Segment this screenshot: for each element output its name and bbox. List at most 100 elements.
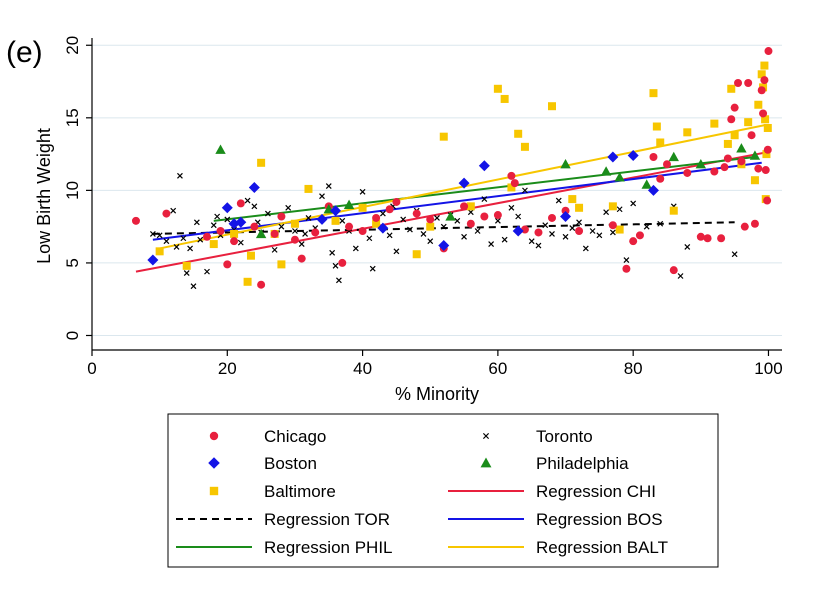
baltimore-point <box>507 183 516 192</box>
baltimore-point <box>568 195 577 204</box>
toronto-point <box>386 232 393 239</box>
baltimore-point <box>277 260 286 269</box>
chicago-point <box>250 222 259 231</box>
x-tick-label: 20 <box>218 359 237 378</box>
toronto-point <box>555 197 562 204</box>
baltimore-point <box>575 203 584 212</box>
toronto-point <box>264 210 271 217</box>
toronto-point <box>329 249 336 256</box>
baltimore-point <box>669 206 678 215</box>
baltimore-point <box>290 219 299 228</box>
toronto-point <box>603 209 610 216</box>
toronto-point <box>352 245 359 252</box>
x-tick-label: 80 <box>624 359 643 378</box>
toronto-point <box>177 172 183 179</box>
legend-box <box>167 413 719 568</box>
data-points <box>131 47 773 290</box>
chicago-point <box>622 264 631 273</box>
baltimore-point <box>155 247 164 256</box>
legend-chicago-label: Chicago <box>264 427 326 446</box>
y-tick-label: 5 <box>63 258 82 267</box>
chicago-point <box>460 202 469 211</box>
boston-point <box>647 184 659 196</box>
toronto-point <box>481 196 488 203</box>
toronto-point <box>149 230 156 237</box>
legend-regression-bos-label: Regression BOS <box>536 510 663 529</box>
chicago-point <box>561 206 570 215</box>
toronto-point <box>657 220 664 227</box>
toronto-point <box>542 222 549 229</box>
legend-baltimore-label: Baltimore <box>264 482 336 501</box>
chicago-point <box>734 78 743 87</box>
toronto-point <box>379 210 386 217</box>
x-tick-label: 40 <box>353 359 372 378</box>
philadelphia-point <box>255 228 267 239</box>
chicago-point <box>760 76 769 85</box>
toronto-point <box>251 203 258 210</box>
boston-point <box>607 151 619 163</box>
philadelphia-point <box>445 211 456 221</box>
toronto-point <box>292 228 298 234</box>
toronto-point <box>434 215 440 221</box>
boston-point <box>438 240 450 252</box>
chicago-point <box>764 47 773 56</box>
chicago-point <box>412 209 421 218</box>
chicago-point <box>358 227 367 236</box>
chicago-point <box>754 164 763 173</box>
chicago-point <box>649 152 658 161</box>
chicago-point <box>730 103 739 112</box>
toronto-point <box>576 219 582 226</box>
baltimore-point <box>257 158 266 167</box>
toronto-point <box>569 225 576 232</box>
baltimore-point <box>727 84 736 93</box>
grid <box>92 44 782 336</box>
baltimore-point <box>750 176 759 185</box>
chicago-point <box>717 234 726 243</box>
chicago-point <box>629 237 638 246</box>
chicago-point <box>236 199 245 208</box>
legend-regression-tor-label: Regression TOR <box>264 510 390 529</box>
toronto-point <box>582 245 589 252</box>
baltimore-point <box>372 219 381 228</box>
toronto-point <box>494 217 501 224</box>
baltimore-point <box>520 142 529 151</box>
baltimore-point <box>730 131 739 140</box>
legend-philadelphia-symbol <box>480 457 492 468</box>
toronto-point <box>508 204 515 211</box>
chicago-point <box>696 232 705 241</box>
chicago-point <box>534 228 543 237</box>
chicago-point <box>669 266 678 275</box>
chicago-point <box>575 227 584 236</box>
toronto-point <box>193 219 200 226</box>
toronto-point <box>427 238 434 245</box>
toronto-point <box>630 200 637 207</box>
baltimore-point <box>615 225 624 234</box>
chicago-point <box>663 160 671 169</box>
legend-regression-phil-label: Regression PHIL <box>264 538 393 557</box>
toronto-point <box>461 233 467 240</box>
chicago-point <box>480 212 489 221</box>
philadelphia-point <box>614 172 625 182</box>
toronto-point <box>589 228 596 234</box>
baltimore-point <box>358 203 367 212</box>
chicago-point <box>710 167 719 176</box>
baltimore-point <box>439 132 448 141</box>
chicago-point <box>763 145 772 154</box>
chicago-point <box>230 237 239 246</box>
toronto-point <box>187 245 194 252</box>
chicago-point <box>372 213 381 222</box>
y-tick-label: 15 <box>63 108 82 127</box>
legend-baltimore-symbol <box>209 486 219 496</box>
legend-toronto-label: Toronto <box>536 427 593 446</box>
toronto-point <box>359 188 366 195</box>
chicago-point <box>747 131 756 140</box>
baltimore-point <box>763 123 772 132</box>
baltimore-point <box>757 70 766 79</box>
chicago-point <box>750 219 759 228</box>
chicago-point <box>385 205 394 214</box>
boston-point <box>458 177 470 189</box>
baltimore-point <box>514 129 523 138</box>
toronto-point <box>204 268 210 275</box>
